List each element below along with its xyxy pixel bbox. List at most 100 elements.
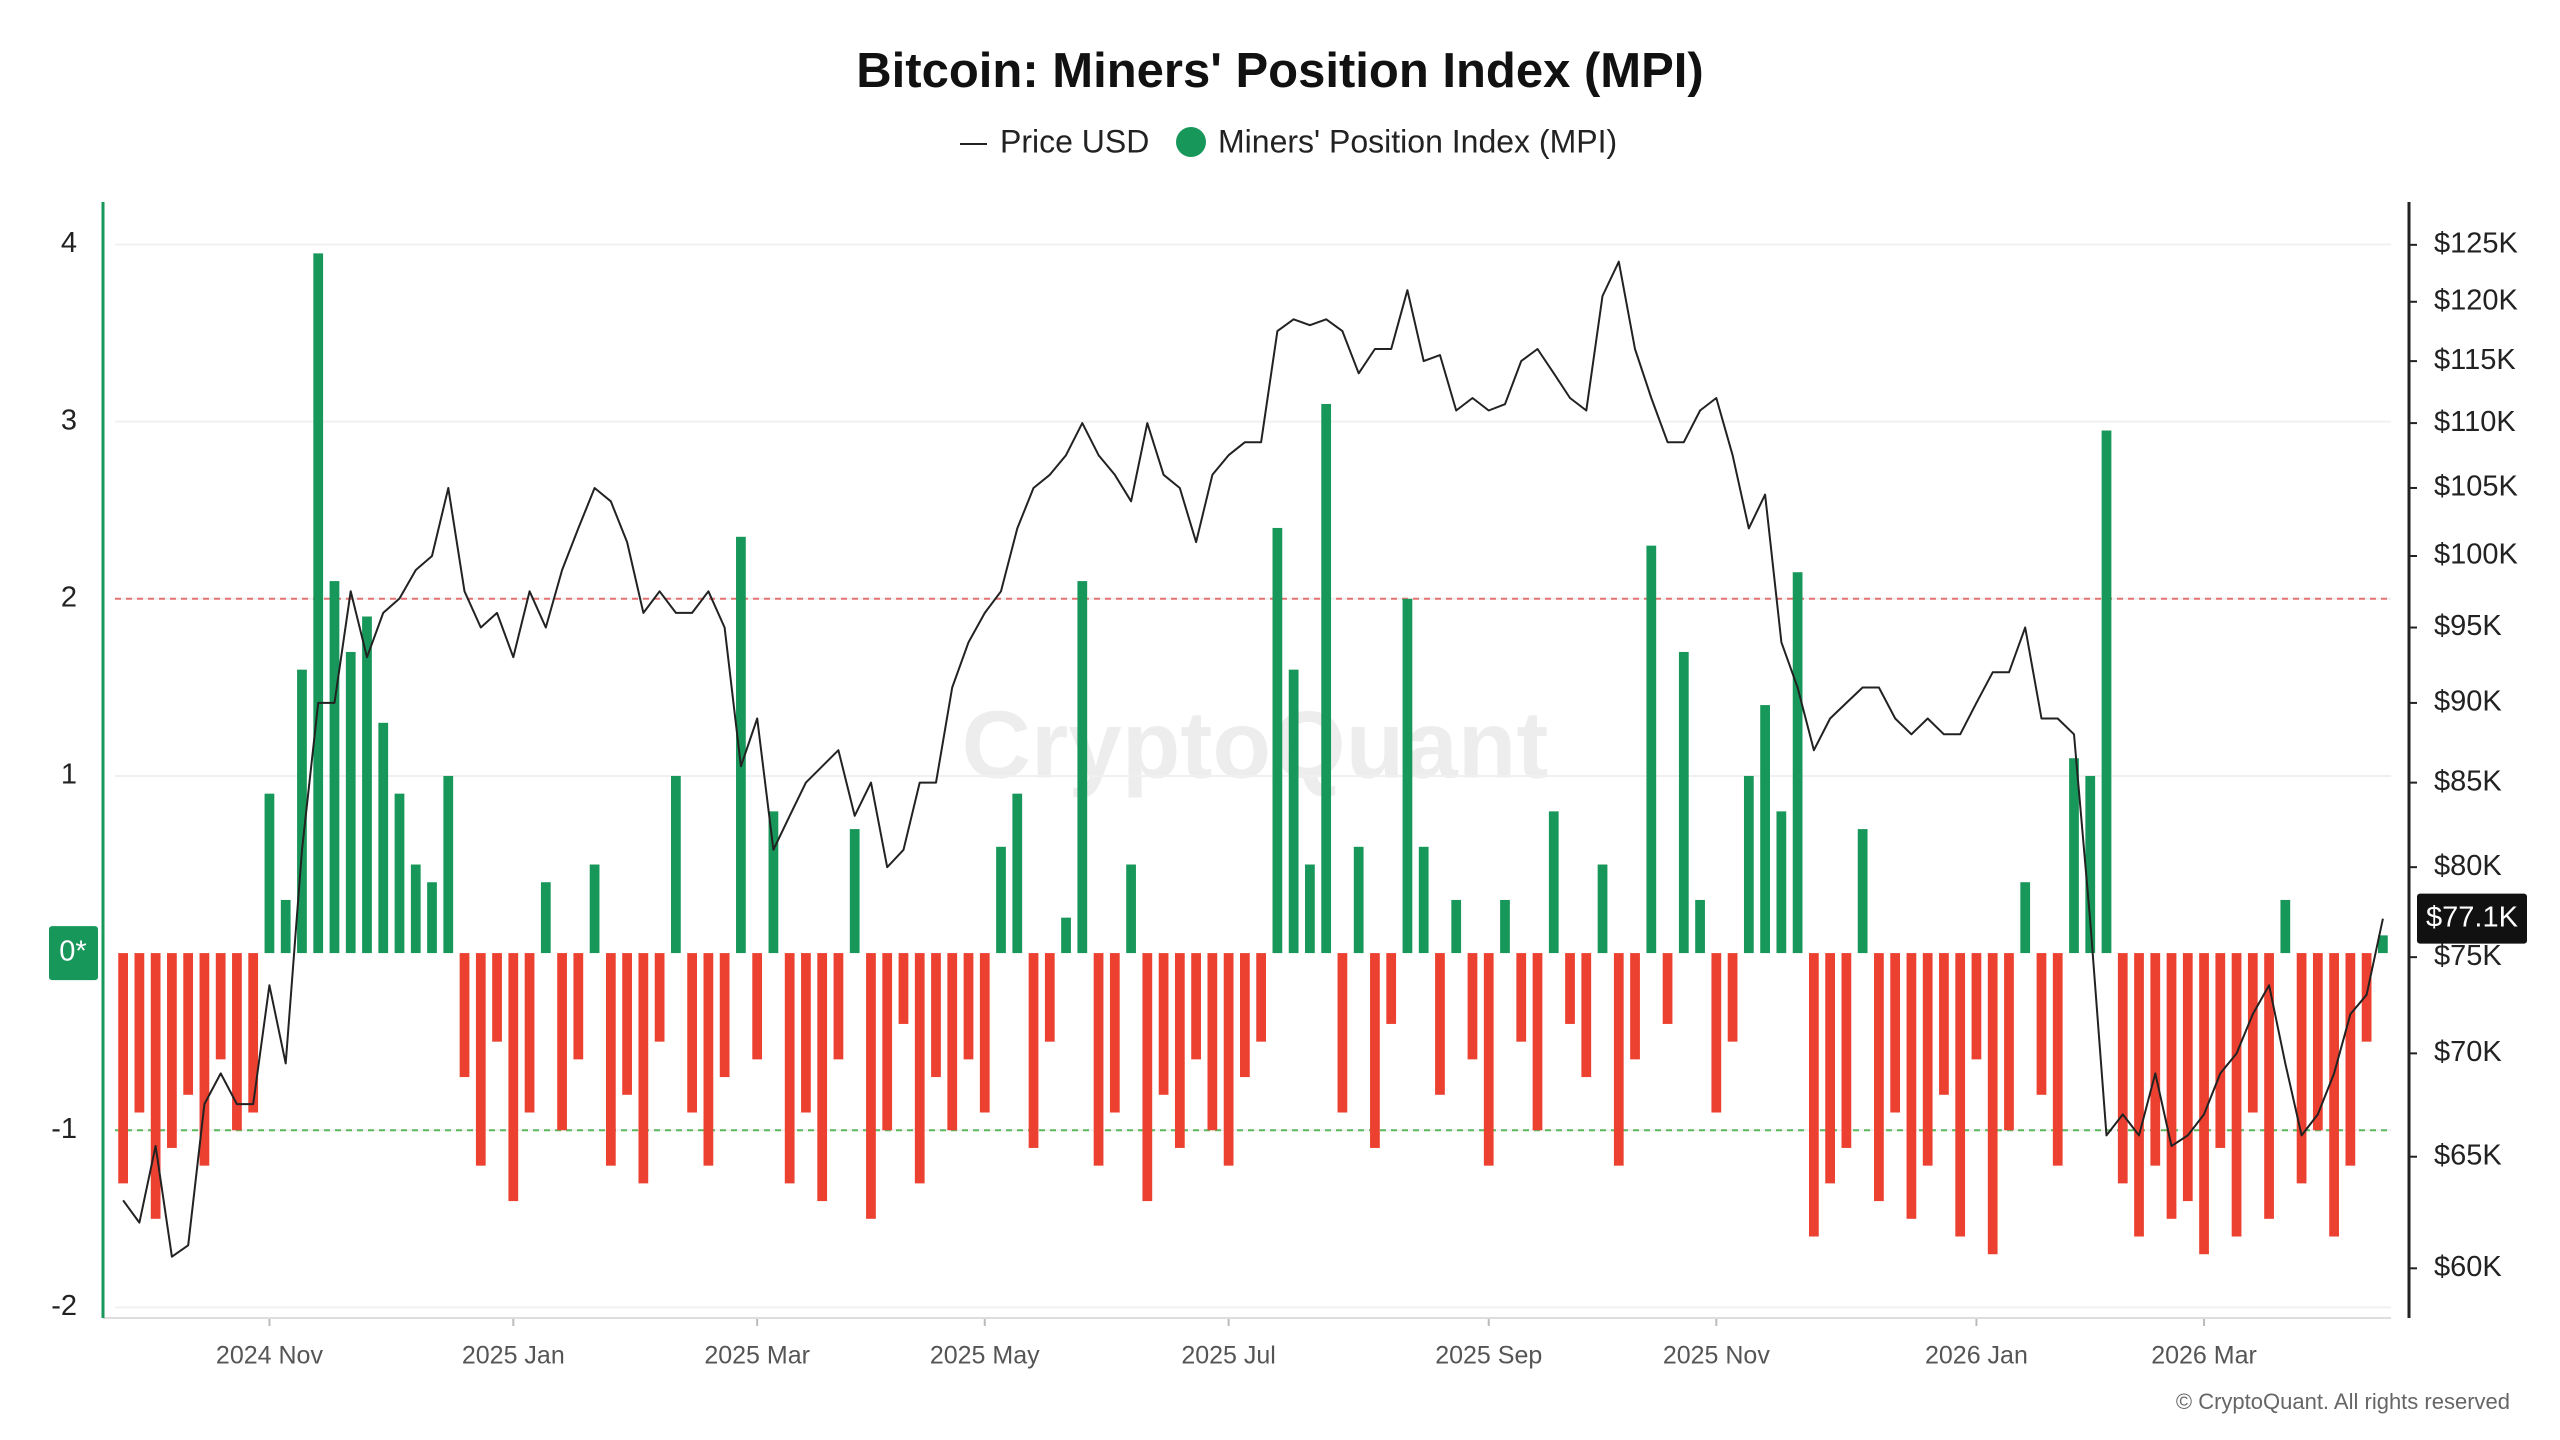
y2-tick-label: $75K — [2434, 940, 2502, 972]
bar — [248, 953, 259, 1113]
bar — [2166, 953, 2177, 1219]
bar — [2329, 953, 2339, 1237]
zero-label: 0* — [59, 936, 86, 968]
bar — [1630, 953, 1640, 1060]
bar — [1272, 527, 1283, 954]
bar — [2004, 953, 2014, 1131]
bar — [1532, 953, 1543, 1131]
bar — [1792, 572, 1803, 954]
bar — [1174, 953, 1185, 1148]
bar — [1581, 953, 1592, 1078]
bar — [1760, 705, 1770, 954]
bar — [1044, 953, 1055, 1042]
bar — [1305, 864, 1315, 954]
current-price-label: $77.1K — [2426, 901, 2519, 933]
y2-tick-label: $120K — [2434, 284, 2519, 316]
y2-tick-label: $95K — [2434, 610, 2502, 642]
bar — [1093, 953, 1104, 1166]
y-tick-label: 3 — [61, 404, 77, 436]
bar — [215, 953, 226, 1060]
y-tick-label: 2 — [61, 581, 77, 613]
bar — [1467, 953, 1478, 1060]
bar — [914, 953, 925, 1184]
bar — [2182, 953, 2193, 1202]
bar — [2069, 758, 2079, 954]
bar — [931, 953, 941, 1078]
bar — [784, 953, 795, 1184]
bar — [1613, 953, 1624, 1166]
footer: © CryptoQuant. All rights reserved — [2176, 1389, 2510, 1414]
y2-tick-label: $60K — [2434, 1251, 2502, 1283]
x-tick-label: 2026 Jan — [1925, 1342, 2028, 1370]
bar — [866, 953, 876, 1219]
bar — [1987, 953, 1998, 1255]
bar — [1321, 403, 1332, 954]
bar — [801, 953, 811, 1113]
y2-tick-label: $85K — [2434, 765, 2502, 797]
bar — [1548, 811, 1559, 954]
bar — [443, 775, 454, 954]
bar — [2361, 953, 2372, 1042]
chart-title: Bitcoin: Miners' Position Index (MPI) — [856, 44, 1703, 98]
bar — [2020, 882, 2031, 954]
bar — [1678, 651, 1689, 954]
bar — [329, 581, 340, 954]
bar — [1435, 953, 1445, 1095]
bar — [1191, 953, 1201, 1060]
bar — [2231, 953, 2242, 1237]
bar — [1516, 953, 1527, 1042]
bar — [1353, 846, 1364, 954]
y2-tick-label: $105K — [2434, 471, 2519, 503]
bar — [1955, 953, 1966, 1237]
bar — [849, 829, 860, 954]
bar — [1874, 953, 1884, 1202]
bar — [654, 953, 665, 1042]
bar — [508, 953, 519, 1202]
bar — [2280, 899, 2291, 954]
bar — [475, 953, 486, 1166]
bar — [2150, 953, 2161, 1166]
bar — [703, 953, 714, 1166]
bar — [167, 953, 177, 1148]
bar — [1939, 953, 1949, 1095]
bar — [1743, 775, 1754, 954]
y-tick-label: -2 — [51, 1290, 77, 1322]
bar — [540, 882, 551, 954]
bar — [2377, 935, 2388, 954]
x-tick-label: 2025 May — [930, 1342, 1040, 1370]
bar — [2117, 953, 2128, 1184]
bar — [1500, 899, 1510, 954]
bar — [996, 846, 1006, 954]
bar — [297, 669, 307, 954]
bar — [736, 536, 746, 954]
bar — [1727, 953, 1738, 1042]
bar — [1890, 953, 1901, 1113]
bar — [118, 953, 129, 1184]
bar — [605, 953, 616, 1166]
bar — [638, 953, 649, 1184]
y2-tick-label: $70K — [2434, 1036, 2502, 1068]
y2-tick-label: $110K — [2434, 406, 2516, 438]
bar — [1109, 953, 1120, 1113]
bar — [898, 953, 909, 1024]
y2-tick-label: $80K — [2434, 850, 2502, 882]
current-price-box — [2417, 893, 2527, 944]
bar — [199, 953, 210, 1166]
bar — [1646, 545, 1657, 954]
x-tick-label: 2025 Nov — [1663, 1342, 1771, 1370]
bar — [345, 651, 356, 954]
bar — [1402, 598, 1413, 954]
bar — [1142, 953, 1153, 1202]
bar — [1126, 864, 1136, 954]
bar — [573, 953, 584, 1060]
bar — [1662, 953, 1673, 1024]
bar — [1825, 953, 1836, 1184]
bar — [1028, 953, 1039, 1148]
bar — [134, 953, 145, 1113]
bar — [979, 953, 990, 1113]
bar — [1370, 953, 1380, 1148]
bar — [1288, 669, 1299, 954]
bar — [1337, 953, 1348, 1113]
bar — [817, 953, 828, 1202]
